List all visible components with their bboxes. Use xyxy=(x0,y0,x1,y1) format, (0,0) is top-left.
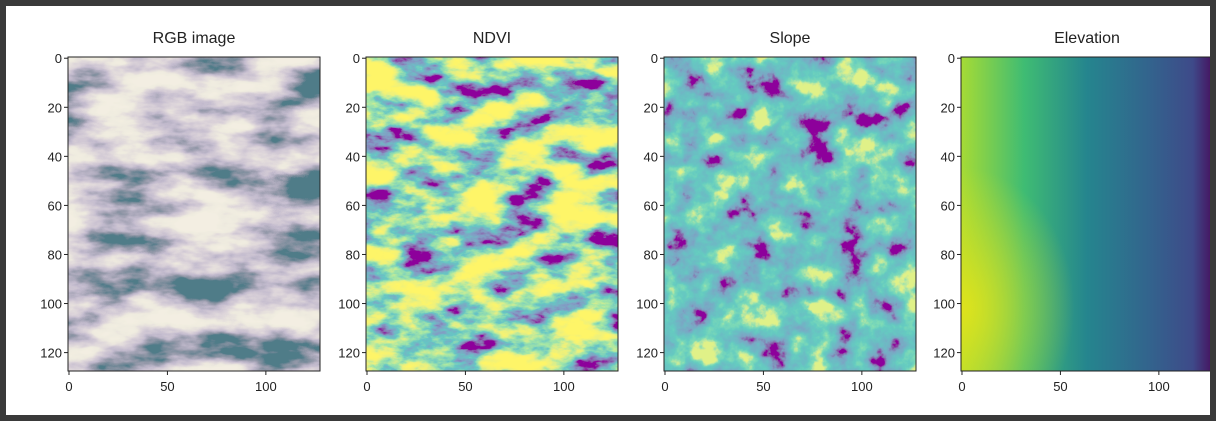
y-tick-label: 80 xyxy=(48,247,62,262)
subplot-title: Elevation xyxy=(1054,30,1120,47)
x-tick-label: 0 xyxy=(958,379,965,394)
y-tick-label: 20 xyxy=(644,100,658,115)
x-tick-label: 0 xyxy=(65,379,72,394)
x-tick-label: 100 xyxy=(1148,379,1170,394)
image xyxy=(68,57,320,371)
y-tick-label: 80 xyxy=(941,247,955,262)
y-tick-label: 60 xyxy=(941,198,955,213)
y-tick-label: 100 xyxy=(933,297,955,312)
axes-frame xyxy=(663,56,917,372)
image-highlight xyxy=(961,57,1213,371)
x-tick-label: 100 xyxy=(851,379,873,394)
subplot: RGB image 0 20 40 60 80 100 120 0 50 100 xyxy=(40,30,321,394)
image xyxy=(366,57,618,371)
y-tick-label: 100 xyxy=(40,297,62,312)
y-tick-label: 20 xyxy=(941,100,955,115)
y-tick-label: 0 xyxy=(651,51,658,66)
x-tick-label: 50 xyxy=(458,379,472,394)
x-tick-label: 100 xyxy=(255,379,277,394)
y-tick-label: 40 xyxy=(48,149,62,164)
axes-frame xyxy=(67,56,321,372)
x-tick-label: 50 xyxy=(1053,379,1067,394)
image xyxy=(664,57,916,371)
y-tick-label: 100 xyxy=(338,297,360,312)
x-tick-label: 50 xyxy=(160,379,174,394)
y-tick-label: 0 xyxy=(353,51,360,66)
y-tick-label: 80 xyxy=(346,247,360,262)
y-tick-label: 120 xyxy=(40,346,62,361)
y-tick-label: 0 xyxy=(948,51,955,66)
y-tick-label: 80 xyxy=(644,247,658,262)
y-tick-label: 120 xyxy=(338,346,360,361)
y-tick-label: 120 xyxy=(933,346,955,361)
x-tick-label: 0 xyxy=(363,379,370,394)
y-tick-label: 20 xyxy=(48,100,62,115)
y-tick-label: 20 xyxy=(346,100,360,115)
y-tick-label: 40 xyxy=(644,149,658,164)
y-tick-label: 0 xyxy=(55,51,62,66)
x-tick-label: 50 xyxy=(756,379,770,394)
y-tick-label: 100 xyxy=(636,297,658,312)
subplot-title: Slope xyxy=(770,30,811,47)
subplot-title: RGB image xyxy=(153,30,236,47)
y-tick-label: 40 xyxy=(941,149,955,164)
subplot: Slope 0 20 40 60 80 100 120 0 50 100 xyxy=(636,30,917,394)
axes-frame xyxy=(365,56,619,372)
y-tick-label: 60 xyxy=(346,198,360,213)
subplot: NDVI 0 20 40 60 80 100 120 0 50 100 xyxy=(338,30,619,394)
y-tick-label: 120 xyxy=(636,346,658,361)
x-tick-label: 100 xyxy=(553,379,575,394)
subplot: Elevation 0 20 40 60 80 100 120 0 50 100 xyxy=(933,30,1214,394)
y-tick-label: 60 xyxy=(48,198,62,213)
subplot-title: NDVI xyxy=(473,30,511,47)
y-tick-label: 60 xyxy=(644,198,658,213)
y-tick-label: 40 xyxy=(346,149,360,164)
x-tick-label: 0 xyxy=(661,379,668,394)
